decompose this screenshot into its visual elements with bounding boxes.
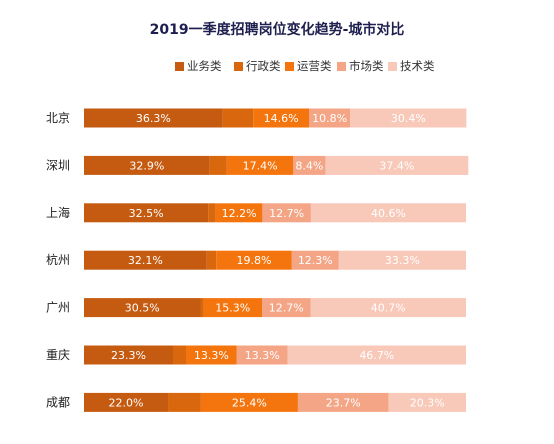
bar-segment-3-4: [262, 203, 311, 223]
bar-segment-2-5: [325, 155, 469, 175]
data-label-1-4: 10.8%: [312, 112, 347, 125]
data-label-4-3: 19.8%: [237, 254, 272, 267]
data-label-1-1: 36.3%: [136, 112, 171, 125]
bar-segment-6-4: [236, 345, 288, 365]
bar-segment-1-2: [222, 108, 254, 128]
bar-segment-6-3: [185, 345, 237, 365]
data-label-4-4: 12.3%: [298, 254, 333, 267]
legend-swatch-2: [234, 62, 243, 71]
data-label-7-4: 23.7%: [326, 396, 361, 409]
data-label-7-3: 25.4%: [232, 396, 267, 409]
bar-segment-5-4: [262, 298, 311, 318]
bar-segment-7-2: [168, 392, 201, 412]
bar-segment-1-4: [308, 108, 351, 128]
category-label-7: 成都: [46, 395, 70, 409]
data-label-5-4: 12.7%: [269, 302, 304, 315]
bar-segment-5-2: [200, 298, 204, 318]
data-label-3-5: 40.6%: [371, 207, 406, 220]
data-label-5-5: 40.7%: [371, 302, 406, 315]
bar-segment-3-1: [84, 203, 209, 223]
bar-segment-6-1: [84, 345, 174, 365]
data-label-2-3: 17.4%: [243, 159, 278, 172]
bar-segment-1-5: [350, 108, 467, 128]
category-label-3: 上海: [46, 205, 70, 220]
bar-segment-3-5: [310, 203, 466, 223]
legend-label-4: 市场类: [349, 59, 384, 73]
legend-swatch-5: [388, 62, 397, 71]
data-label-6-3: 13.3%: [194, 349, 229, 362]
category-label-4: 杭州: [46, 252, 70, 267]
legend: 业务类 行政类 运营类 市场类 技术类: [175, 59, 435, 73]
data-label-4-5: 33.3%: [385, 254, 420, 267]
data-label-2-1: 32.9%: [129, 159, 164, 172]
data-label-4-1: 32.1%: [128, 254, 163, 267]
legend-swatch-3: [285, 62, 294, 71]
data-label-5-3: 15.3%: [215, 302, 250, 315]
legend-label-1: 业务类: [187, 59, 222, 73]
data-label-1-5: 30.4%: [391, 112, 426, 125]
legend-swatch-1: [175, 62, 184, 71]
legend-swatch-4: [337, 62, 346, 71]
data-label-1-3: 14.6%: [264, 112, 299, 125]
bar-segment-4-5: [338, 250, 466, 270]
chart-title: 2019一季度招聘岗位变化趋势-城市对比: [150, 21, 405, 38]
bar-segment-6-2: [173, 345, 186, 365]
legend-label-3: 运营类: [297, 59, 332, 73]
data-label-2-4: 8.4%: [295, 159, 323, 172]
legend-label-2: 行政类: [246, 59, 281, 73]
bar-segment-3-3: [215, 203, 263, 223]
category-label-1: 北京: [46, 111, 70, 125]
data-label-6-4: 13.3%: [245, 349, 280, 362]
bar-segment-2-3: [226, 155, 294, 175]
bar-segment-6-5: [287, 345, 466, 365]
data-label-3-4: 12.7%: [269, 207, 304, 220]
bar-segment-3-2: [208, 203, 216, 223]
bar-segment-2-1: [84, 155, 210, 175]
bar-segment-5-5: [310, 298, 466, 318]
data-label-6-1: 23.3%: [111, 349, 146, 362]
category-label-2: 深圳: [46, 158, 70, 172]
data-label-2-5: 37.4%: [379, 159, 414, 172]
bar-segment-1-3: [253, 108, 309, 128]
data-label-7-5: 20.3%: [410, 396, 445, 409]
data-label-5-1: 30.5%: [125, 302, 160, 315]
category-label-6: 重庆: [46, 348, 70, 362]
bar-segment-2-2: [209, 155, 227, 175]
bar-segment-7-5: [388, 392, 466, 412]
category-label-5: 广州: [46, 301, 70, 315]
bar-segment-4-3: [216, 250, 292, 270]
bar-segment-7-3: [200, 392, 298, 412]
bar-segment-5-1: [84, 298, 201, 318]
data-label-3-3: 12.2%: [222, 207, 257, 220]
legend-label-5: 技术类: [400, 59, 435, 73]
bar-segment-1-1: [84, 108, 223, 128]
bar-segment-4-1: [84, 250, 207, 270]
bar-segment-5-3: [203, 298, 263, 318]
plot-area: 北京 36.3% 14.6% 10.8% 30.4% 深圳 32.9% 17.4% 8.4% 37…: [46, 108, 469, 412]
bar-segment-7-1: [84, 392, 169, 412]
data-label-3-1: 32.5%: [129, 207, 164, 220]
data-label-7-1: 22.0%: [109, 396, 144, 409]
bar-segment-7-4: [297, 392, 389, 412]
bar-segment-4-2: [206, 250, 217, 270]
data-label-6-5: 46.7%: [359, 349, 394, 362]
bar-segment-4-4: [291, 250, 339, 270]
bar-segment-2-4: [293, 155, 326, 175]
